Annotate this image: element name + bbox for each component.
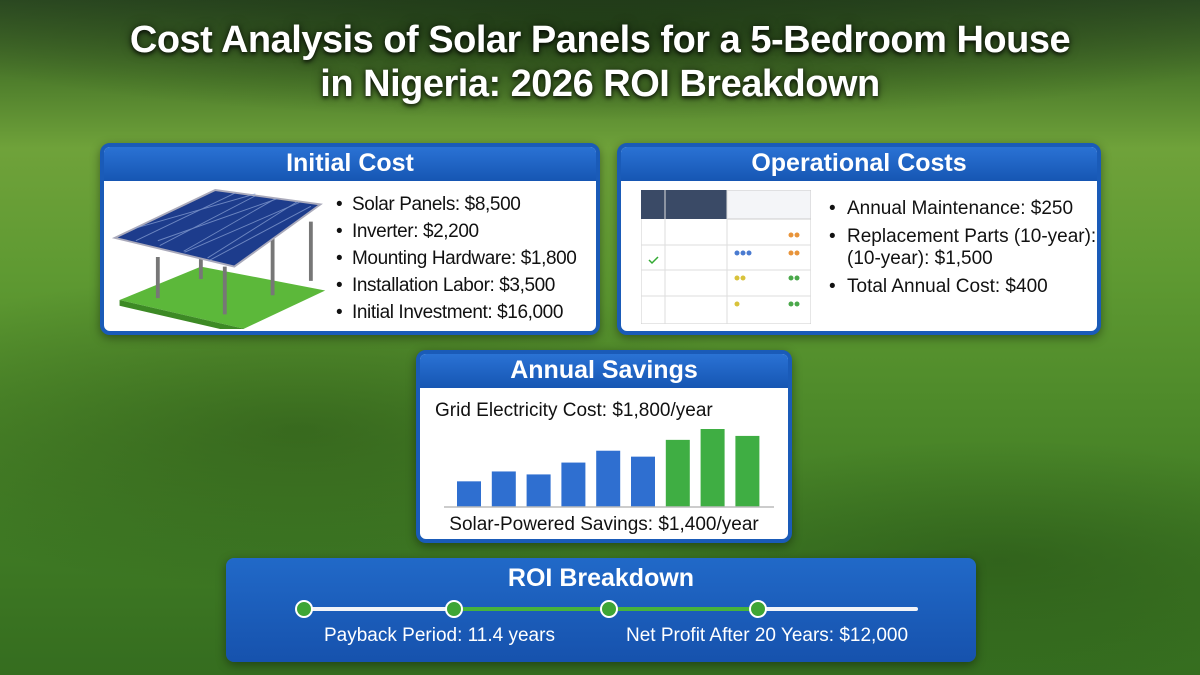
- operational-cost-item: Replacement Parts (10-year): (10-year): …: [829, 226, 1097, 270]
- timeline-milestone: [445, 600, 463, 618]
- savings-bar: [596, 450, 621, 507]
- savings-bar: [631, 456, 655, 507]
- card-heading: Initial Cost: [104, 147, 596, 181]
- payback-period: Payback Period: 11.4 years: [324, 625, 555, 646]
- operational-cost-item: Annual Maintenance: $250: [829, 195, 1097, 223]
- timeline-milestone: [749, 600, 767, 618]
- net-profit: Net Profit After 20 Years: $12,000: [626, 625, 909, 646]
- initial-cost-item: Initial Investment: $16,000: [336, 299, 576, 326]
- savings-bar: [735, 435, 760, 507]
- initial-cost-item: Inverter: $2,200: [336, 218, 576, 245]
- operational-costs-card: Operational Costs Annual Maintenance: $2…: [617, 143, 1101, 335]
- savings-bar-chart: [444, 429, 774, 508]
- timeline-milestone: [600, 600, 618, 618]
- solar-powered-savings: Solar-Powered Savings: $1,400/year: [449, 514, 759, 535]
- savings-bar: [665, 439, 690, 507]
- savings-bar: [526, 474, 551, 507]
- initial-cost-item: Solar Panels: $8,500: [336, 191, 576, 218]
- savings-bar: [491, 471, 516, 507]
- solar-panel-illustration: [111, 189, 326, 329]
- card-heading: Operational Costs: [621, 147, 1097, 181]
- roi-breakdown-panel: ROI Breakdown Payback Period: 11.4 years…: [226, 558, 976, 662]
- card-heading: Annual Savings: [420, 354, 788, 388]
- savings-bar: [700, 429, 725, 507]
- initial-cost-item: Installation Labor: $3,500: [336, 272, 576, 299]
- initial-cost-item: Mounting Hardware: $1,800: [336, 245, 577, 272]
- savings-bar: [561, 462, 586, 507]
- savings-bar: [457, 481, 481, 507]
- page-title: Cost Analysis of Solar Panels for a 5-Be…: [129, 19, 1071, 105]
- timeline-milestone: [295, 600, 313, 618]
- grid-electricity-cost: Grid Electricity Cost: $1,800/year: [435, 400, 713, 421]
- maintenance-table-illustration: [641, 190, 811, 324]
- initial-cost-card: Initial Cost Solar Panels: $8,500 Invert…: [100, 143, 600, 335]
- annual-savings-card: Annual Savings Grid Electricity Cost: $1…: [416, 350, 792, 543]
- operational-cost-item: Total Annual Cost: $400: [829, 273, 1097, 301]
- roi-heading: ROI Breakdown: [507, 564, 695, 592]
